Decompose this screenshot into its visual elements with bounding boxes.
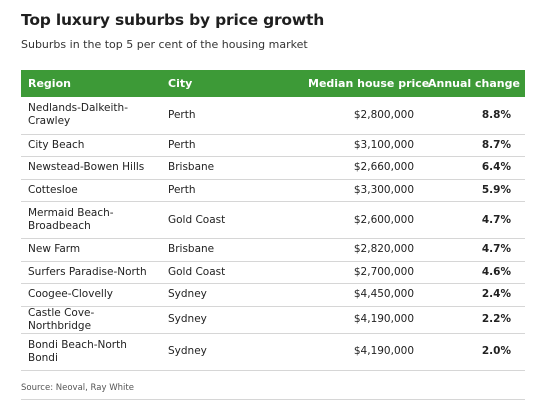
table-body: Nedlands-Dalkeith- Crawley Perth $2,800,000…: [21, 97, 525, 370]
cell-annual-change: 5.9%: [481, 183, 511, 196]
table-row: Cottesloe Perth $3,300,000 5.9%: [21, 179, 525, 202]
region-line: Crawley: [28, 115, 71, 128]
region-line: Mermaid Beach-: [28, 207, 114, 219]
cell-annual-change: 4.6%: [481, 265, 511, 278]
cell-median-price: $4,450,000: [353, 288, 414, 301]
cell-median-price: $4,190,000: [353, 345, 414, 357]
chart-title: Top luxury suburbs by price growth: [21, 11, 325, 29]
table-row: New Farm Brisbane $2,820,000 4.7%: [21, 239, 525, 262]
cell-city: Gold Coast: [168, 213, 226, 226]
cell-city: Perth: [168, 183, 196, 196]
cell-region: Coogee-Clovelly: [21, 284, 161, 307]
cell-median-price: $2,660,000: [353, 161, 414, 174]
region-line: Surfers Paradise-North: [28, 265, 147, 278]
cell-city: Gold Coast: [168, 265, 226, 278]
cell-city: Perth: [168, 108, 196, 121]
region-line: Cottesloe: [28, 183, 78, 196]
region-line: Broadbeach: [28, 220, 91, 232]
cell-annual-change: 8.7%: [481, 138, 511, 151]
table-row: Newstead-Bowen Hills Brisbane $2,660,000 6.…: [21, 157, 525, 180]
cell-city: Brisbane: [168, 243, 215, 256]
region-line: Nedlands-Dalkeith-: [28, 102, 128, 115]
cell-region: Mermaid Beach- Broadbeach: [21, 202, 161, 239]
bottom-divider: [21, 399, 525, 400]
table-row: Castle Cove-Northbridge Sydney $4,190,000 2…: [21, 306, 525, 333]
cell-region: City Beach: [21, 134, 161, 157]
table-row: Coogee-Clovelly Sydney $4,450,000 2.4%: [21, 284, 525, 307]
cell-median-price: $2,700,000: [353, 265, 414, 278]
cell-region: New Farm: [21, 239, 161, 262]
cell-annual-change: 2.0%: [481, 345, 511, 357]
cell-annual-change: 4.7%: [481, 243, 511, 256]
region-line: Coogee-Clovelly: [28, 288, 113, 301]
cell-median-price: $3,300,000: [353, 183, 414, 196]
cell-annual-change: 8.8%: [481, 108, 511, 121]
table-row: Surfers Paradise-North Gold Coast $2,700,0…: [21, 261, 525, 284]
cell-annual-change: 2.2%: [481, 313, 511, 325]
cell-median-price: $2,820,000: [353, 243, 414, 256]
region-line: City Beach: [28, 138, 85, 151]
cell-region: Cottesloe: [21, 179, 161, 202]
cell-median-price: $2,600,000: [353, 213, 414, 226]
cell-city: Brisbane: [168, 161, 215, 174]
region-line: Newstead-Bowen Hills: [28, 161, 145, 174]
cell-annual-change: 2.4%: [481, 288, 511, 301]
cell-annual-change: 4.7%: [481, 213, 511, 226]
cell-region: Surfers Paradise-North: [21, 261, 161, 284]
cell-region: Castle Cove-Northbridge: [21, 306, 161, 333]
region-line: Bondi: [28, 351, 58, 364]
cell-city: Sydney: [168, 288, 207, 301]
column-header-median-price: Median house price: [308, 77, 430, 90]
table-row: Nedlands-Dalkeith- Crawley Perth $2,800,000…: [21, 97, 525, 134]
table-row: Mermaid Beach- Broadbeach Gold Coast $2,600…: [21, 202, 525, 239]
region-line: Bondi Beach-North: [28, 338, 127, 351]
table-header-row: Region City Median house price Annual ch…: [21, 70, 525, 97]
cell-city: Sydney: [168, 345, 207, 357]
table-row: Bondi Beach-North Bondi Sydney $4,190,000 2.…: [21, 333, 525, 370]
region-line: Castle Cove-Northbridge: [28, 306, 95, 332]
cell-region: Bondi Beach-North Bondi: [21, 333, 161, 370]
cell-city: Perth: [168, 138, 196, 151]
data-table: Region City Median house price Annual ch…: [21, 70, 525, 371]
source-note: Source: Neoval, Ray White: [21, 383, 134, 393]
column-header-city: City: [168, 77, 193, 90]
cell-median-price: $2,800,000: [353, 108, 414, 121]
cell-median-price: $4,190,000: [353, 313, 414, 325]
table-row: City Beach Perth $3,100,000 8.7%: [21, 134, 525, 157]
cell-region: Nedlands-Dalkeith- Crawley: [21, 97, 161, 134]
chart-subtitle: Suburbs in the top 5 per cent of the hou…: [21, 38, 308, 51]
cell-median-price: $3,100,000: [353, 138, 414, 151]
region-line: New Farm: [28, 243, 81, 256]
column-header-region: Region: [28, 77, 71, 90]
cell-annual-change: 6.4%: [481, 161, 511, 174]
cell-city: Sydney: [168, 313, 207, 325]
cell-region: Newstead-Bowen Hills: [21, 157, 161, 180]
column-header-annual-change: Annual change: [428, 77, 520, 90]
